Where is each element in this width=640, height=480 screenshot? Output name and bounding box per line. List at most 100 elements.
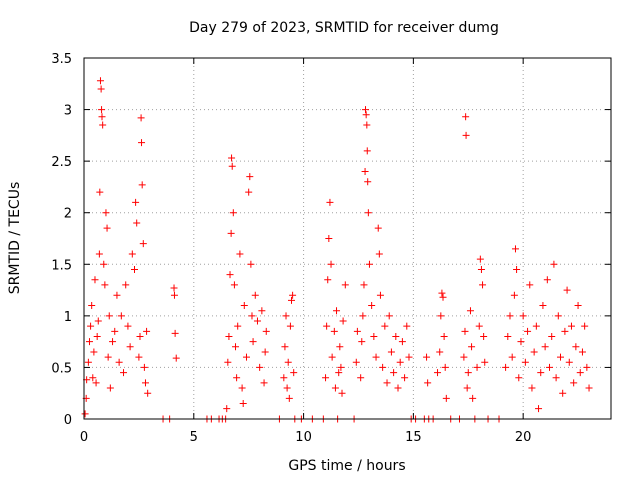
data-point-plus (440, 332, 448, 340)
data-point-plus (336, 343, 344, 351)
data-point-plus (140, 363, 148, 371)
data-point-plus (248, 312, 256, 320)
data-point-plus (337, 363, 345, 371)
data-point-plus (541, 343, 549, 351)
data-point-plus (138, 181, 146, 189)
data-point-plus (360, 281, 368, 289)
data-point-plus (481, 358, 489, 366)
data-point-plus (574, 302, 582, 310)
axis-ticks (83, 57, 611, 420)
data-point-plus (233, 374, 241, 382)
data-point-plus (461, 327, 469, 335)
data-point-plus (170, 291, 178, 299)
data-point-plus (387, 348, 395, 356)
data-point-plus (504, 332, 512, 340)
data-point-plus (223, 405, 231, 413)
data-point-plus (401, 374, 409, 382)
data-point-plus (441, 363, 449, 371)
data-point-plus (576, 369, 584, 377)
data-point-plus (550, 260, 558, 268)
data-point-plus (396, 358, 404, 366)
data-point-plus (519, 312, 527, 320)
data-point-plus (227, 229, 235, 237)
data-point-plus (289, 291, 297, 299)
data-point-plus (99, 121, 107, 129)
data-point-plus (124, 322, 132, 330)
data-point-plus (502, 363, 510, 371)
data-point-plus (528, 384, 536, 392)
data-point-plus (513, 265, 521, 273)
data-point-plus (322, 374, 330, 382)
y-tick-label: 0 (64, 413, 72, 428)
data-point-plus (437, 312, 445, 320)
data-point-plus (100, 260, 108, 268)
data-point-plus (232, 343, 240, 351)
data-point-plus (364, 209, 372, 217)
data-point-plus (532, 322, 540, 330)
data-point-plus (170, 284, 178, 292)
data-point-plus (326, 198, 334, 206)
data-point-plus (172, 354, 180, 362)
data-point-plus (362, 111, 370, 119)
data-point-plus (548, 332, 556, 340)
data-point-plus (258, 307, 266, 315)
data-point-plus (392, 332, 400, 340)
data-point-plus (537, 369, 545, 377)
data-point-plus (96, 77, 104, 85)
data-point-plus (506, 312, 514, 320)
data-point-plus (91, 276, 99, 284)
chart-title: Day 279 of 2023, SRMTID for receiver dum… (189, 20, 499, 36)
data-point-plus (363, 121, 371, 129)
data-point-plus (361, 167, 369, 175)
data-point-plus (246, 173, 254, 181)
data-point-plus (84, 358, 92, 366)
plot-frame (83, 57, 612, 420)
data-point-plus (463, 384, 471, 392)
data-point-plus (141, 379, 149, 387)
data-point-plus (539, 302, 547, 310)
data-point-plus (137, 114, 145, 122)
y-tick-label: 2.5 (51, 155, 72, 170)
data-point-plus (101, 281, 109, 289)
x-tick-label: 0 (80, 430, 88, 445)
data-point-plus (442, 394, 450, 402)
data-point-plus (438, 289, 446, 297)
data-point-plus (434, 369, 442, 377)
data-point-plus (585, 384, 593, 392)
data-point-plus (515, 374, 523, 382)
data-point-plus (353, 327, 361, 335)
data-point-plus (554, 312, 562, 320)
data-point-plus (475, 322, 483, 330)
data-point-plus (381, 322, 389, 330)
y-tick-label: 0.5 (51, 361, 72, 376)
data-point-plus (508, 353, 516, 361)
data-point-plus (93, 332, 101, 340)
data-point-plus (286, 322, 294, 330)
data-points (81, 77, 593, 423)
data-point-plus (136, 332, 144, 340)
data-point-plus (262, 327, 270, 335)
data-point-plus (583, 363, 591, 371)
data-point-plus (325, 235, 333, 242)
data-point-plus (131, 265, 139, 273)
data-point-plus (245, 188, 253, 196)
data-point-plus (228, 154, 236, 162)
data-point-plus (469, 394, 477, 402)
y-tick-label: 3.5 (51, 52, 72, 67)
data-point-plus (424, 379, 432, 387)
y-axis-label: SRMTID / TECUs (7, 182, 23, 295)
data-point-plus (135, 353, 143, 361)
data-point-plus (394, 384, 402, 392)
data-point-plus (251, 291, 259, 299)
data-point-plus (423, 353, 431, 361)
x-tick-label: 10 (295, 430, 312, 445)
data-point-plus (132, 198, 140, 206)
data-point-plus (517, 338, 525, 346)
data-point-plus (285, 394, 293, 402)
data-point-plus (89, 374, 97, 382)
data-point-plus (234, 322, 242, 330)
data-point-plus (530, 348, 538, 356)
data-point-plus (229, 209, 237, 217)
data-point-plus (374, 224, 382, 232)
data-point-plus (117, 312, 125, 320)
